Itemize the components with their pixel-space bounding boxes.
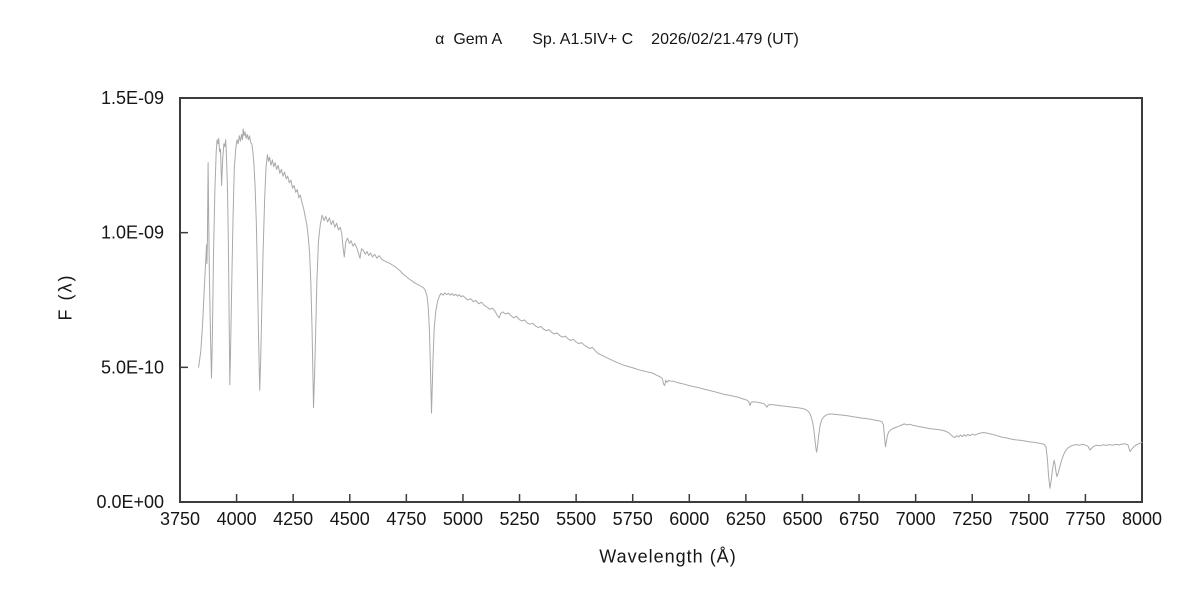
x-tick-label: 5500 <box>556 509 596 529</box>
x-tick-label: 5250 <box>500 509 540 529</box>
x-tick-label: 6000 <box>669 509 709 529</box>
chart-title-spectral-type: Sp. A1.5IV+ C <box>532 31 634 48</box>
x-tick-label: 8000 <box>1122 509 1162 529</box>
y-tick-label: 0.0E+00 <box>96 492 164 512</box>
x-tick-label: 7750 <box>1065 509 1105 529</box>
x-tick-label: 4500 <box>330 509 370 529</box>
x-tick-label: 3750 <box>160 509 200 529</box>
x-tick-label: 4750 <box>386 509 426 529</box>
x-tick-label: 7500 <box>1009 509 1049 529</box>
x-tick-label: 5750 <box>613 509 653 529</box>
plot-frame <box>179 97 1143 503</box>
x-tick-label: 6500 <box>782 509 822 529</box>
x-tick-label: 4000 <box>217 509 257 529</box>
y-tick-label: 1.5E-09 <box>101 88 164 108</box>
x-tick-label: 5000 <box>443 509 483 529</box>
x-tick-label: 4250 <box>273 509 313 529</box>
x-tick-label: 6250 <box>726 509 766 529</box>
chart-title-date-ut: 2026/02/21.479 (UT) <box>651 31 799 48</box>
x-axis-title: Wavelength (Å) <box>599 546 737 567</box>
x-tick-label: 6750 <box>839 509 879 529</box>
x-tick-label: 7000 <box>896 509 936 529</box>
chart-title-star-name: α Gem A <box>435 31 503 48</box>
x-tick-label: 7250 <box>952 509 992 529</box>
chart-title: α Gem A Sp. A1.5IV+ C 2026/02/21.479 (UT) <box>17 31 1200 49</box>
spectrum-line <box>198 128 1143 489</box>
y-tick-label: 5.0E-10 <box>101 357 164 377</box>
y-tick-label: 1.0E-09 <box>101 223 164 243</box>
